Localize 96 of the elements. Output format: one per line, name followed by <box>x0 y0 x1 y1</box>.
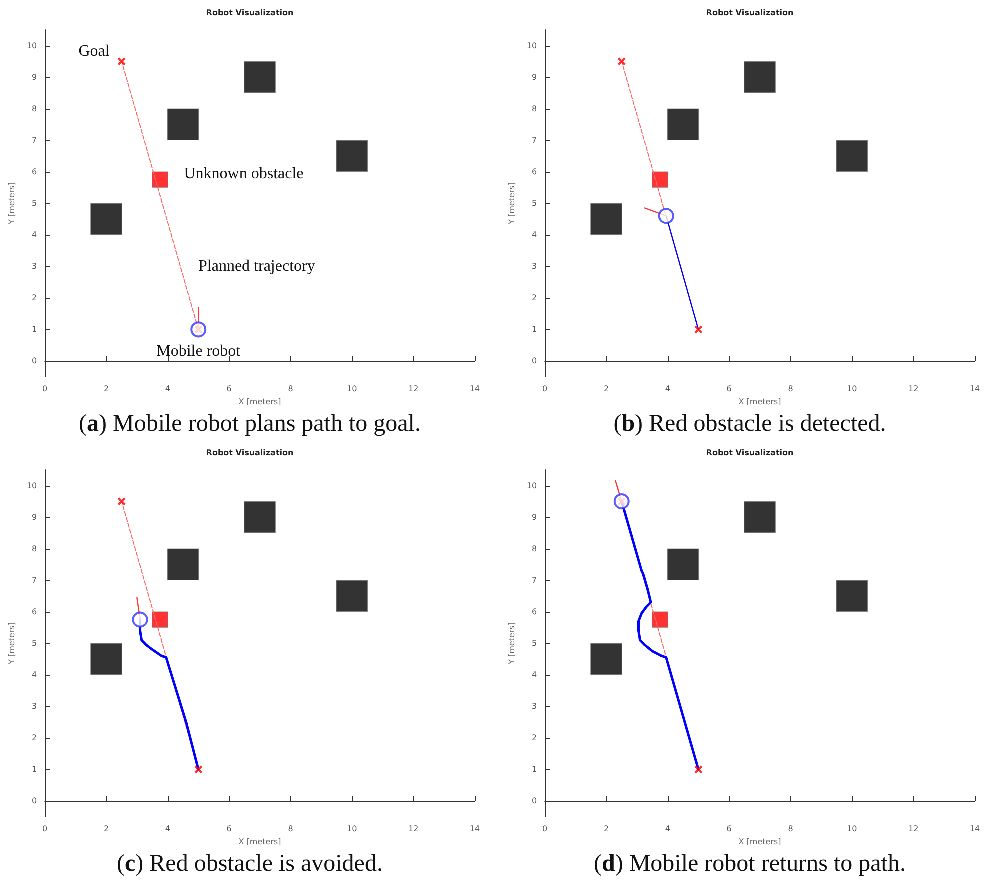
y-tick-label: 2 <box>32 294 38 303</box>
x-tick-label: 0 <box>542 824 548 834</box>
y-tick-label: 7 <box>532 136 538 145</box>
y-tick-label: 0 <box>532 796 538 806</box>
x-axis-title: X [meters] <box>738 837 782 846</box>
x-axis-title: X [meters] <box>238 397 282 406</box>
y-tick-label: 1 <box>32 325 38 334</box>
y-tick-label: 2 <box>32 734 38 743</box>
y-tick-label: 0 <box>532 356 538 366</box>
x-tick-label: 14 <box>470 824 480 834</box>
y-tick-label: 3 <box>32 702 38 712</box>
text: (d) Mobile robot returns to path. <box>594 851 906 877</box>
y-tick-label: 5 <box>532 199 538 208</box>
y-tick-label: 0 <box>32 356 38 366</box>
y-tick-label: 3 <box>532 702 538 712</box>
y-tick-label: 7 <box>32 136 38 145</box>
y-tick-label: 9 <box>32 512 38 522</box>
y-tick-label: 9 <box>32 72 38 82</box>
chart-title: Robot Visualization <box>206 448 294 458</box>
y-tick-label: 2 <box>532 294 538 303</box>
y-tick-label: 4 <box>32 670 38 680</box>
y-tick-label: 4 <box>532 670 538 680</box>
x-tick-label: 6 <box>726 824 732 834</box>
text: (b) Red obstacle is detected. <box>614 411 886 437</box>
y-tick-label: 7 <box>532 576 538 585</box>
y-tick-label: 3 <box>532 262 538 272</box>
x-tick-label: 12 <box>408 824 419 834</box>
x-tick-label: 12 <box>908 824 919 834</box>
annotation: Goal <box>78 43 110 60</box>
x-tick-label: 8 <box>788 824 794 834</box>
x-tick-label: 8 <box>288 824 294 834</box>
annotation: Unknown obstacle <box>184 165 304 182</box>
y-tick-label: 4 <box>32 230 38 240</box>
y-tick-label: 9 <box>532 512 538 522</box>
y-tick-label: 2 <box>532 734 538 743</box>
y-tick-label: 6 <box>32 607 38 616</box>
y-tick-label: 5 <box>532 639 538 648</box>
y-tick-label: 4 <box>532 230 538 240</box>
x-tick-label: 6 <box>226 384 232 394</box>
annotation: Mobile robot <box>156 343 242 360</box>
x-tick-label: 0 <box>42 824 48 834</box>
x-tick-label: 12 <box>408 384 419 394</box>
x-tick-label: 14 <box>470 384 480 394</box>
y-tick-label: 6 <box>532 167 538 176</box>
y-tick-label: 8 <box>32 544 38 554</box>
y-tick-label: 1 <box>532 325 538 334</box>
y-tick-label: 8 <box>32 104 38 114</box>
y-tick-label: 0 <box>32 796 38 806</box>
x-tick-label: 8 <box>788 384 794 394</box>
x-tick-label: 2 <box>104 384 110 394</box>
chart-title: Robot Visualization <box>706 448 794 458</box>
y-axis-title: Y [meters] <box>8 182 16 226</box>
x-tick-label: 2 <box>604 384 610 394</box>
chart-title: Robot Visualization <box>706 8 794 18</box>
x-tick-label: 2 <box>604 824 610 834</box>
x-axis-title: X [meters] <box>738 397 782 406</box>
x-tick-label: 10 <box>847 384 858 394</box>
x-tick-label: 0 <box>42 384 48 394</box>
y-tick-label: 10 <box>26 481 38 490</box>
x-tick-label: 4 <box>165 824 170 834</box>
y-tick-label: 6 <box>532 607 538 616</box>
text: (c) Red obstacle is avoided. <box>117 851 383 877</box>
x-tick-label: 4 <box>165 384 170 394</box>
y-tick-label: 8 <box>532 104 538 114</box>
x-tick-label: 10 <box>847 824 858 834</box>
y-tick-label: 3 <box>32 262 38 272</box>
x-axis-title: X [meters] <box>238 837 282 846</box>
text: (a) Mobile robot plans path to goal. <box>79 411 421 437</box>
y-tick-label: 1 <box>32 765 38 774</box>
x-tick-label: 6 <box>226 824 232 834</box>
x-tick-label: 10 <box>347 384 358 394</box>
x-tick-label: 6 <box>726 384 732 394</box>
x-tick-label: 4 <box>665 824 670 834</box>
x-tick-label: 8 <box>288 384 294 394</box>
y-tick-label: 6 <box>32 167 38 176</box>
y-tick-label: 7 <box>32 576 38 585</box>
y-axis-title: Y [meters] <box>8 622 16 666</box>
y-tick-label: 5 <box>32 639 38 648</box>
y-tick-label: 8 <box>532 544 538 554</box>
x-tick-label: 4 <box>665 384 670 394</box>
y-tick-label: 10 <box>26 41 38 50</box>
x-tick-label: 12 <box>908 384 919 394</box>
y-tick-label: 10 <box>526 481 538 490</box>
y-tick-label: 10 <box>526 41 538 50</box>
x-tick-label: 0 <box>542 384 548 394</box>
x-tick-label: 10 <box>347 824 358 834</box>
x-tick-label: 14 <box>970 384 980 394</box>
x-tick-label: 2 <box>104 824 110 834</box>
y-tick-label: 5 <box>32 199 38 208</box>
annotation: Planned trajectory <box>198 258 316 276</box>
x-tick-label: 14 <box>970 824 980 834</box>
chart-title: Robot Visualization <box>206 8 294 18</box>
y-axis-title: Y [meters] <box>508 182 516 226</box>
y-tick-label: 9 <box>532 72 538 82</box>
y-axis-title: Y [meters] <box>508 622 516 666</box>
y-tick-label: 1 <box>532 765 538 774</box>
